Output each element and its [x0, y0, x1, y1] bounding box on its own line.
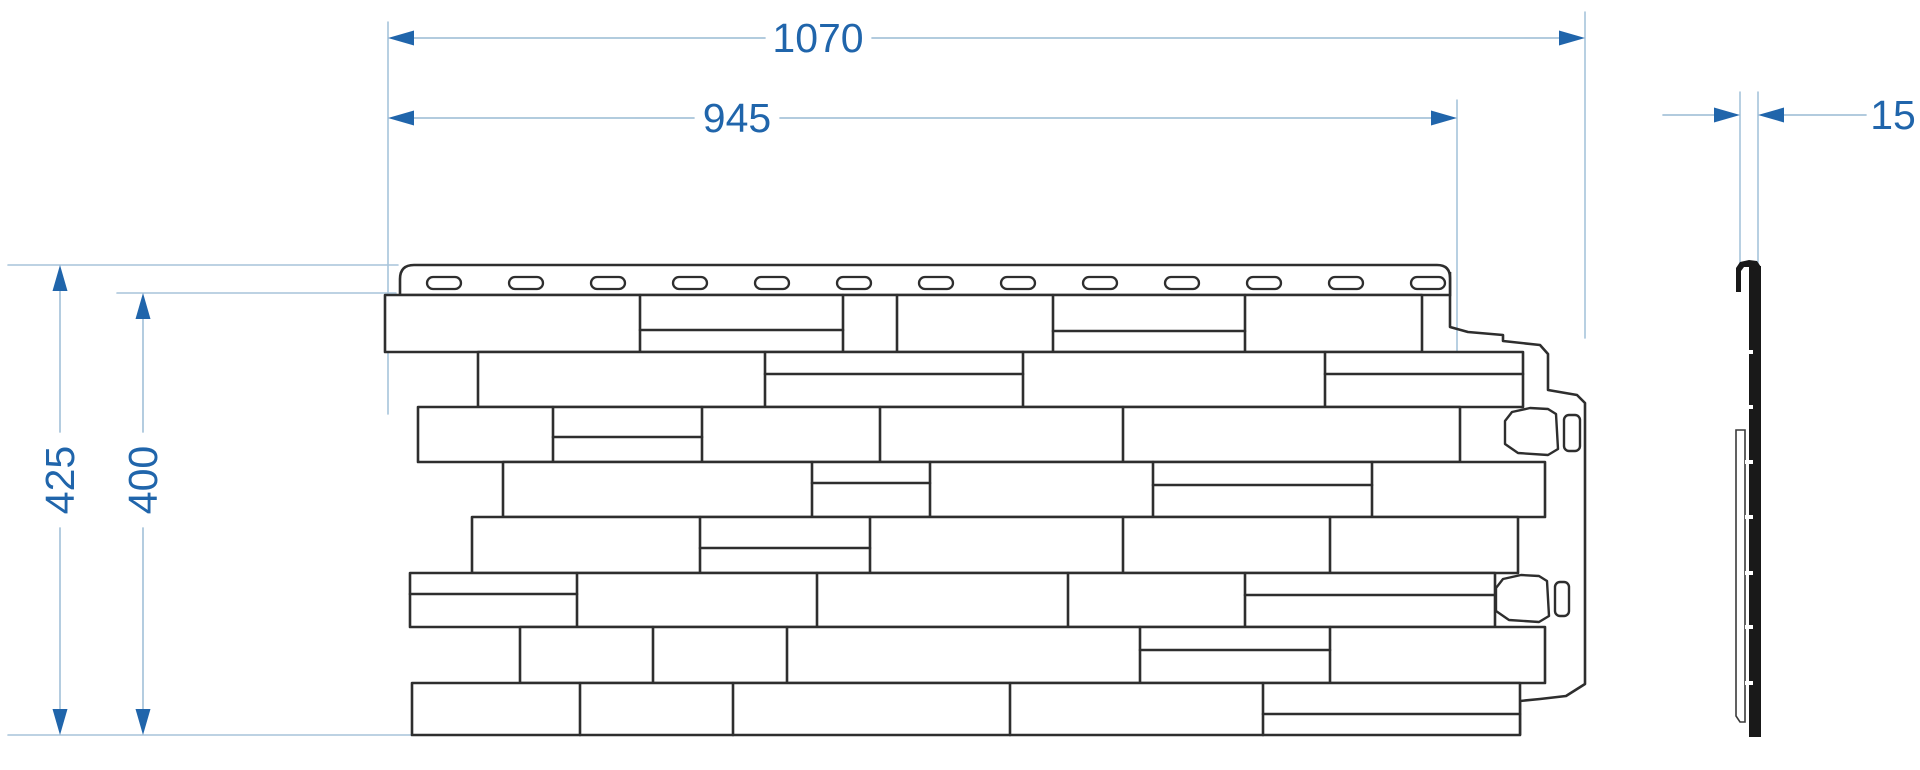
- dim-label-working-height: 400: [120, 446, 166, 514]
- dim-label-thickness: 15: [1870, 92, 1916, 138]
- dim-label-overall-width: 1070: [772, 15, 863, 61]
- front-view: [383, 263, 1587, 737]
- dim-label-overall-height: 425: [37, 446, 83, 514]
- side-view-profile: [1735, 260, 1761, 737]
- dim-label-working-width: 945: [703, 95, 771, 141]
